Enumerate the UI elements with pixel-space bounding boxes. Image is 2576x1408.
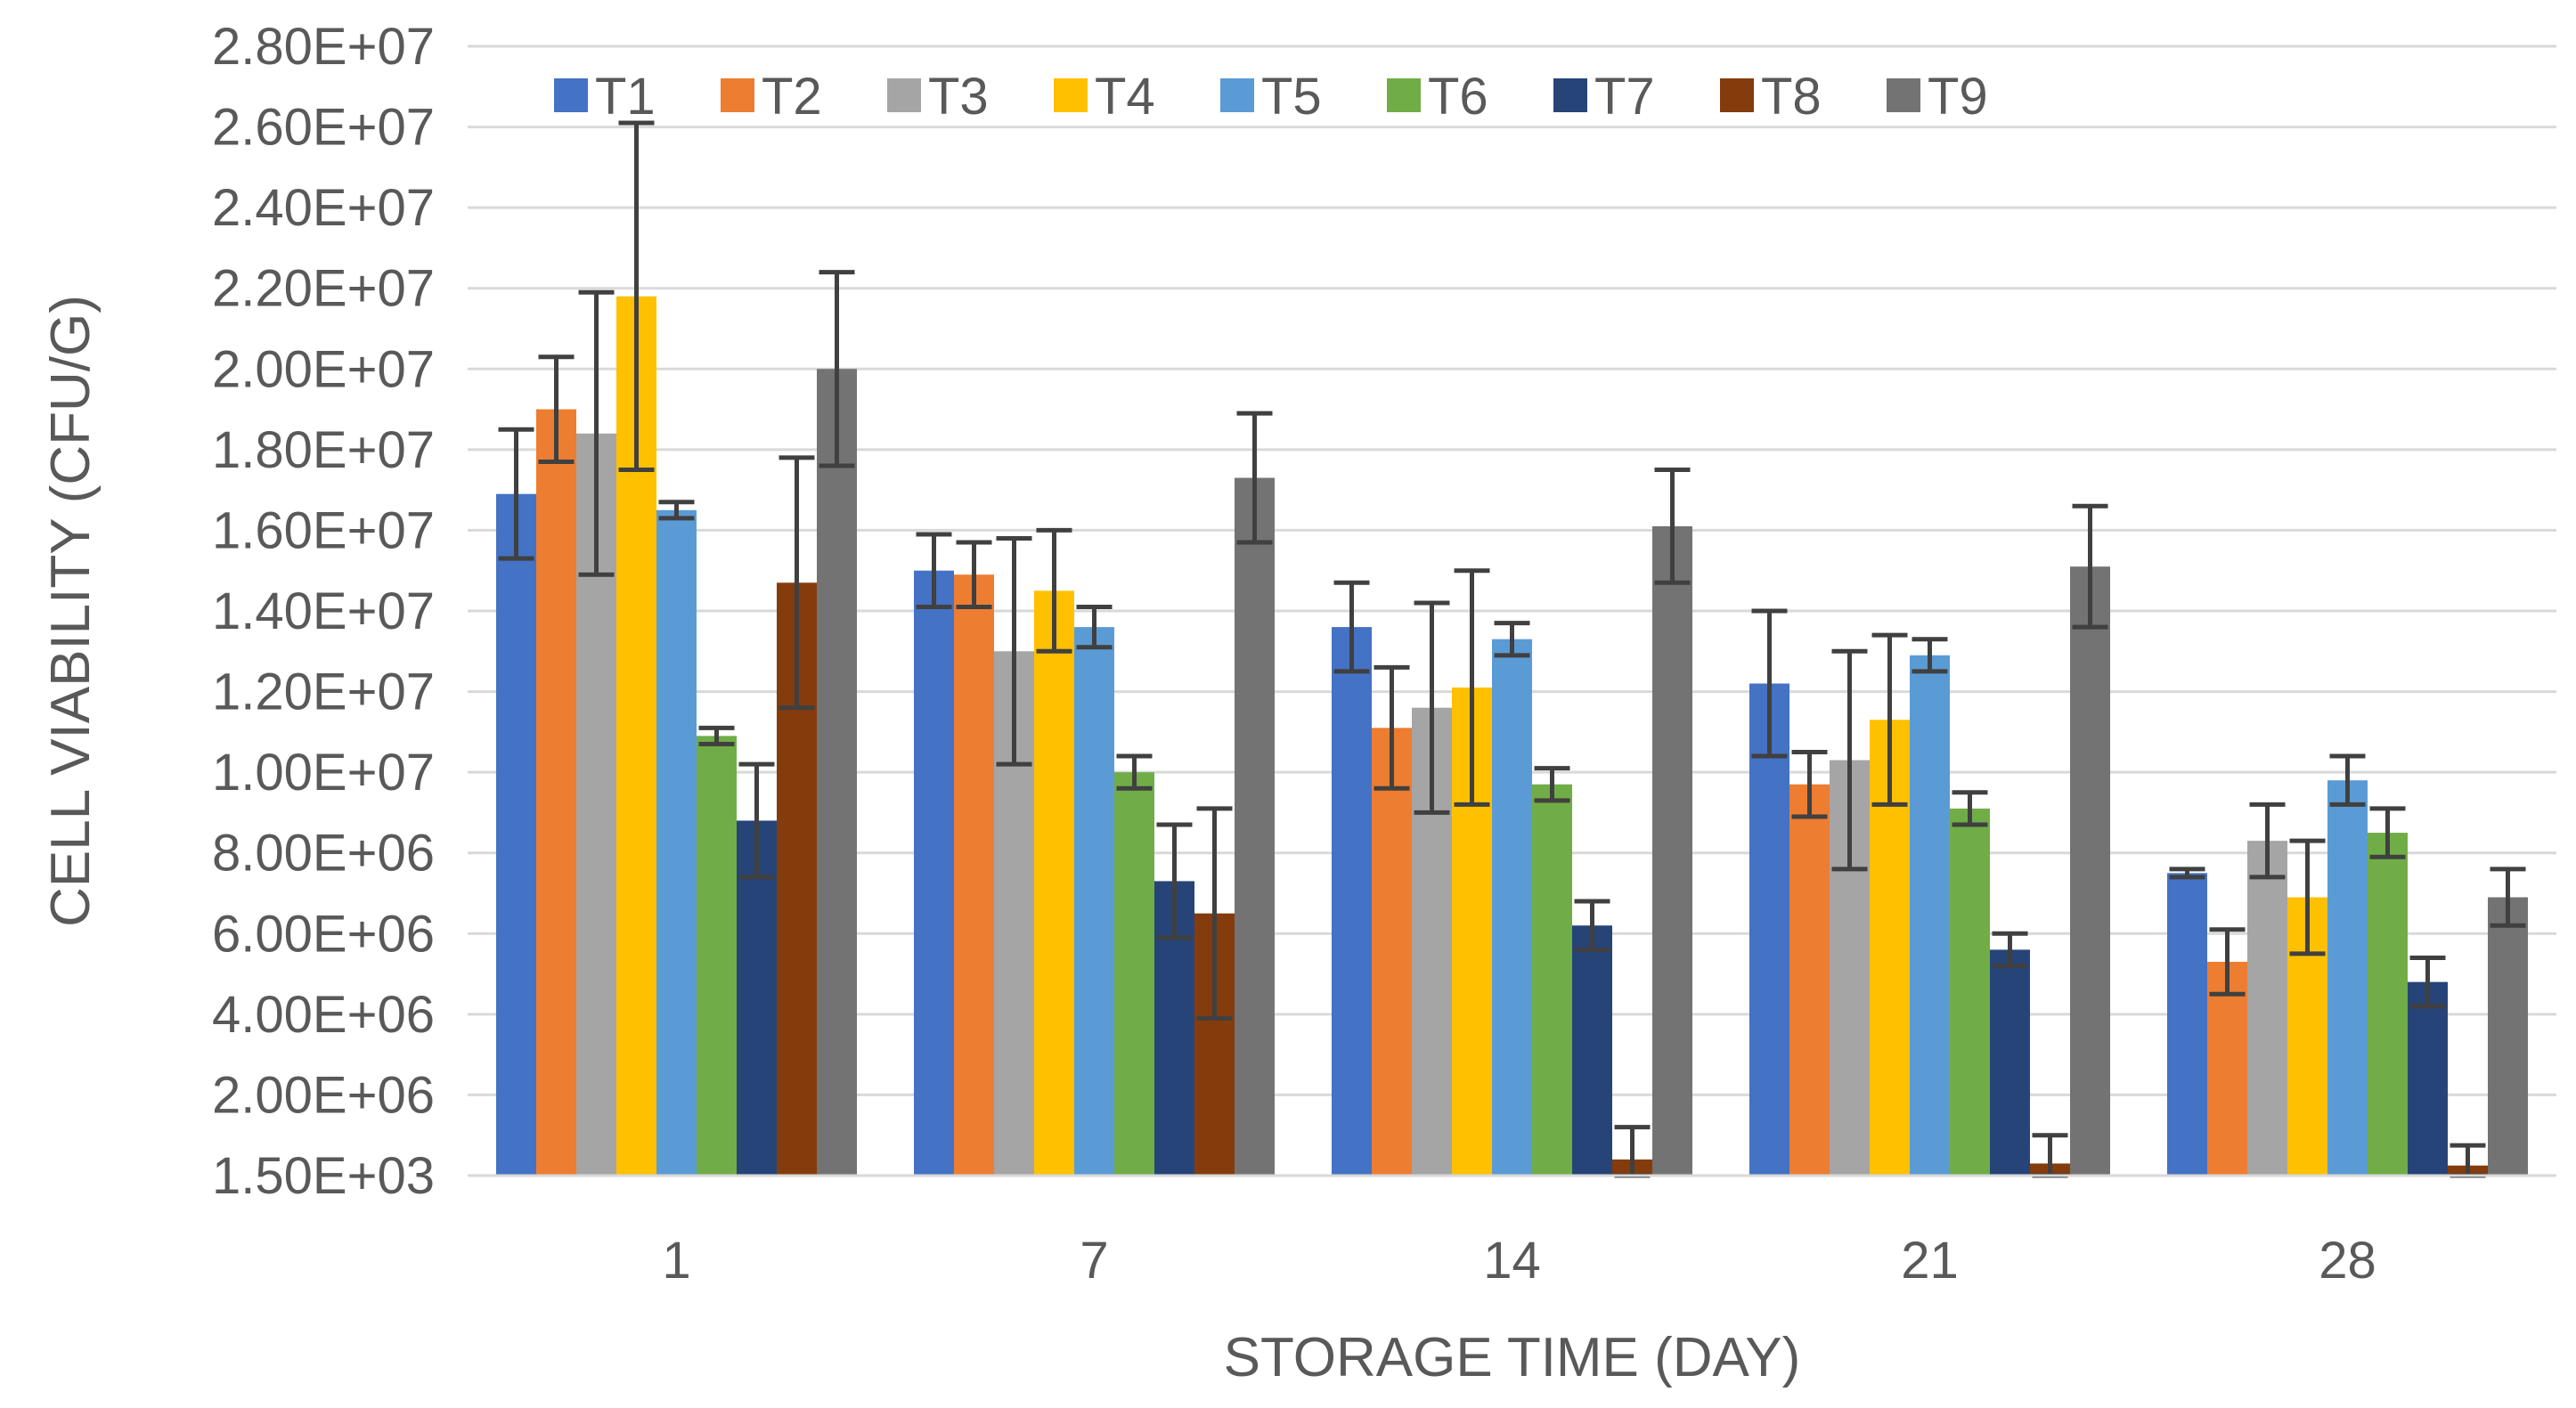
- bar-t5: [1910, 655, 1950, 1176]
- y-tick-label: 2.40E+07: [212, 179, 435, 237]
- bar-t1: [2167, 873, 2207, 1176]
- legend-swatch-t8: [1720, 78, 1754, 112]
- legend-label-t6: T6: [1428, 68, 1488, 126]
- legend-swatch-t9: [1887, 78, 1920, 112]
- y-tick-label: 1.50E+03: [212, 1147, 435, 1205]
- bar-t2: [954, 574, 994, 1176]
- x-tick-label: 14: [1483, 1232, 1541, 1290]
- bar-t9: [2070, 566, 2110, 1176]
- legend-swatch-t5: [1220, 78, 1254, 112]
- legend: T1 T2 T3 T4 T5 T6 T7 T8 T9: [554, 68, 1988, 126]
- x-axis-ticks: 1 7 14 21 28: [662, 1232, 2376, 1290]
- bar-t9: [2488, 897, 2528, 1176]
- bar-t6: [697, 736, 737, 1176]
- x-tick-label: 7: [1080, 1232, 1108, 1290]
- bar-t5: [1492, 639, 1532, 1176]
- bar-t3: [2247, 841, 2287, 1176]
- bar-t9: [1652, 525, 1692, 1176]
- bar-t1: [914, 570, 954, 1176]
- y-tick-label: 1.80E+07: [212, 421, 435, 479]
- bar-t1: [1749, 683, 1789, 1176]
- bar-t7: [1572, 925, 1612, 1176]
- error-bars: [498, 120, 2526, 1178]
- bar-t9: [1235, 477, 1275, 1176]
- y-tick-label: 2.20E+07: [212, 260, 435, 318]
- y-tick-label: 2.00E+06: [212, 1066, 435, 1124]
- legend-swatch-t4: [1054, 78, 1088, 112]
- legend-label-t3: T3: [928, 68, 989, 126]
- y-tick-label: 8.00E+06: [212, 825, 435, 883]
- y-tick-label: 1.60E+07: [212, 501, 435, 559]
- bar-t5: [1074, 627, 1114, 1176]
- y-tick-label: 6.00E+06: [212, 905, 435, 963]
- x-tick-label: 1: [662, 1232, 690, 1290]
- legend-label-t5: T5: [1261, 68, 1322, 126]
- bar-t7: [2408, 981, 2448, 1176]
- bar-t2: [2207, 961, 2247, 1176]
- legend-label-t4: T4: [1095, 68, 1155, 126]
- bar-t6: [1114, 772, 1154, 1176]
- y-tick-label: 1.40E+07: [212, 582, 435, 640]
- y-tick-label: 4.00E+06: [212, 986, 435, 1044]
- legend-label-t8: T8: [1761, 68, 1822, 126]
- legend-swatch-t2: [721, 78, 754, 112]
- legend-label-t2: T2: [762, 68, 822, 126]
- bar-t1: [496, 493, 536, 1176]
- y-tick-label: 1.20E+07: [212, 663, 435, 721]
- legend-swatch-t7: [1553, 78, 1587, 112]
- bar-t4: [1034, 590, 1074, 1176]
- bar-t5: [656, 509, 697, 1176]
- bar-t2: [536, 409, 576, 1176]
- legend-label-t1: T1: [595, 68, 656, 126]
- y-tick-label: 2.80E+07: [212, 18, 435, 76]
- bar-t1: [1332, 627, 1372, 1176]
- y-axis-title: CELL VIABILITY (CFU/G): [40, 295, 102, 927]
- bar-t5: [2327, 780, 2368, 1176]
- legend-swatch-t1: [554, 78, 588, 112]
- bar-t6: [2368, 833, 2408, 1176]
- y-tick-label: 2.00E+07: [212, 340, 435, 398]
- bar-t9: [817, 369, 857, 1176]
- legend-label-t9: T9: [1928, 68, 1988, 126]
- bar-t2: [1372, 728, 1412, 1176]
- x-tick-label: 28: [2319, 1232, 2376, 1290]
- bars: [496, 296, 2528, 1176]
- bar-t2: [1789, 784, 1830, 1176]
- y-axis-ticks: 1.50E+03 2.00E+06 4.00E+06 6.00E+06 8.00E+06…: [212, 18, 435, 1205]
- legend-swatch-t3: [887, 78, 921, 112]
- y-tick-label: 1.00E+07: [212, 744, 435, 802]
- bar-t6: [1532, 784, 1572, 1176]
- x-tick-label: 21: [1901, 1232, 1959, 1290]
- bar-t7: [737, 820, 777, 1176]
- bar-t7: [1990, 949, 2030, 1176]
- bar-t6: [1950, 808, 1990, 1176]
- x-axis-title: STORAGE TIME (DAY): [1224, 1327, 1801, 1388]
- legend-label-t7: T7: [1594, 68, 1655, 126]
- legend-swatch-t6: [1387, 78, 1421, 112]
- y-tick-label: 2.60E+07: [212, 99, 435, 157]
